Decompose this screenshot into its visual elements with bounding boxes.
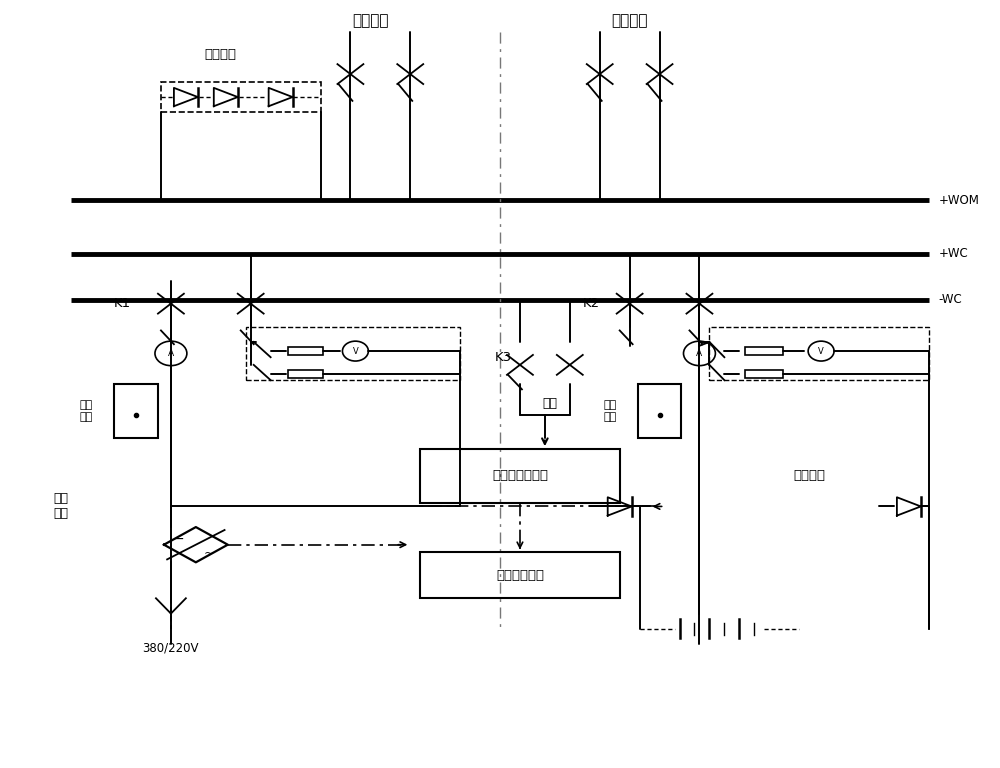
Text: V: V	[818, 346, 824, 356]
Text: -WC: -WC	[939, 293, 963, 306]
Text: 蓄电池组: 蓄电池组	[793, 469, 825, 482]
Text: K2: K2	[583, 297, 600, 310]
Text: 试验: 试验	[542, 396, 557, 409]
Bar	[638, 384, 681, 438]
Bar	[709, 326, 929, 380]
Text: 控制负荷: 控制负荷	[611, 13, 648, 28]
Text: +WOM: +WOM	[939, 194, 980, 207]
Text: A: A	[696, 349, 703, 358]
Text: 至变
送器: 至变 送器	[80, 400, 93, 422]
Bar	[420, 552, 620, 598]
Bar	[288, 370, 323, 379]
Text: K3: K3	[495, 351, 512, 364]
Text: −: −	[172, 532, 184, 546]
Text: 至变
送器: 至变 送器	[603, 400, 616, 422]
Bar	[420, 449, 620, 502]
Bar	[161, 81, 320, 112]
Text: +WC: +WC	[939, 247, 969, 260]
Bar	[745, 347, 783, 356]
Bar	[288, 347, 323, 356]
Text: 控制与监测单元: 控制与监测单元	[492, 469, 548, 482]
Text: 调压硅钉: 调压硅钉	[205, 48, 237, 61]
Text: 远程通信接口: 远程通信接口	[496, 569, 544, 582]
Text: A: A	[168, 349, 174, 358]
Text: 充电
装置: 充电 装置	[54, 492, 69, 521]
Text: V: V	[353, 346, 358, 356]
Bar	[745, 370, 783, 379]
Text: 动力负荷: 动力负荷	[352, 13, 389, 28]
Text: K1: K1	[114, 297, 131, 310]
Bar	[246, 326, 460, 380]
Bar	[114, 384, 158, 438]
Text: ~: ~	[204, 547, 214, 560]
Text: 380/220V: 380/220V	[143, 641, 199, 654]
